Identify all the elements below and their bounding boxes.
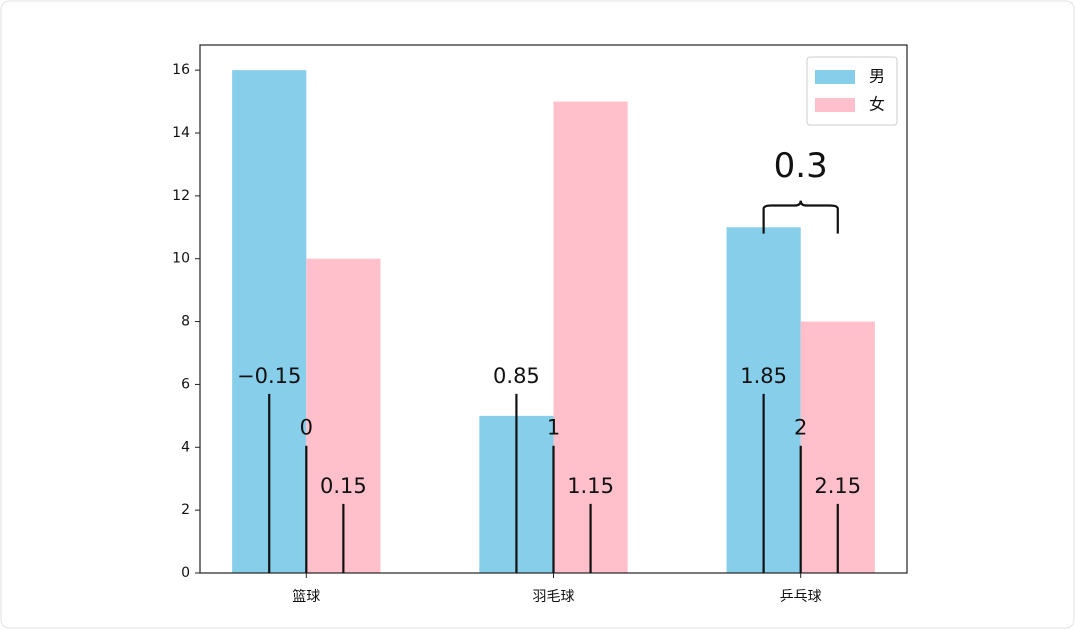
marker-label: 2 (794, 416, 807, 440)
legend-label: 女 (869, 95, 885, 114)
y-tick-label: 12 (172, 188, 190, 204)
x-tick-label: 篮球 (292, 589, 320, 605)
legend-label: 男 (869, 67, 885, 86)
marker-label: 1.15 (567, 474, 614, 498)
y-tick-label: 6 (181, 376, 190, 392)
legend-swatch (815, 98, 855, 112)
marker-label: 2.15 (814, 474, 861, 498)
marker-label: 0.15 (320, 474, 367, 498)
y-tick-label: 4 (181, 439, 190, 455)
y-tick-label: 10 (172, 251, 190, 267)
marker-label: 1.85 (740, 364, 787, 388)
y-tick-label: 0 (181, 565, 190, 581)
marker-label: 0.85 (493, 364, 540, 388)
marker-label: 1 (547, 416, 560, 440)
y-tick-label: 2 (181, 502, 190, 518)
x-tick-label: 羽毛球 (533, 589, 575, 605)
y-tick-label: 16 (172, 62, 190, 78)
marker-label: 0 (300, 416, 313, 440)
brace-label: 0.3 (774, 146, 828, 186)
legend-swatch (815, 70, 855, 84)
marker-label: −0.15 (237, 364, 301, 388)
y-tick-label: 14 (172, 125, 190, 141)
y-tick-label: 8 (181, 314, 190, 330)
bar (553, 101, 628, 574)
x-tick-label: 乒乓球 (780, 589, 822, 605)
